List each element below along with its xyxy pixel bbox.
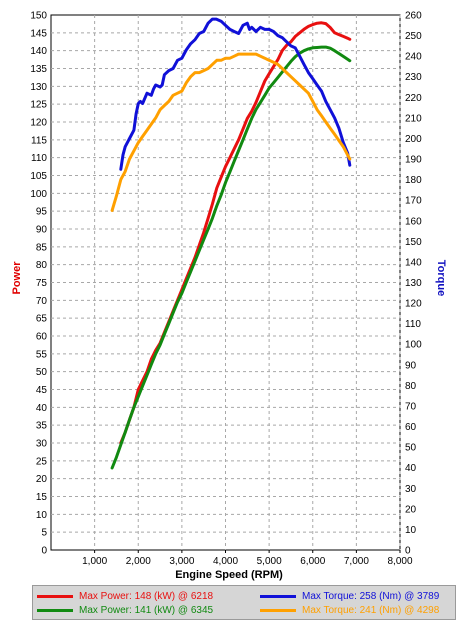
legend-swatch: [260, 594, 296, 598]
y-right-tick-label: 60: [405, 422, 417, 433]
series-layer: [110, 17, 352, 470]
legend-swatch: [37, 594, 73, 598]
y-left-tick-label: 40: [36, 403, 48, 414]
y-left-tick-label: 115: [31, 135, 47, 146]
y-right-tick-label: 250: [405, 31, 422, 42]
x-tick-label: 3,000: [169, 556, 194, 567]
series-line-2: [110, 45, 352, 470]
tick-layer: 1,000 2,000 3,000 4,000 5,000 6,000 7,000 8,000…: [30, 11, 422, 568]
y-right-tick-label: 200: [405, 134, 422, 145]
left-axis-title: Power: [11, 261, 23, 295]
y-right-tick-label: 90: [405, 360, 417, 371]
x-tick-label: 2,000: [126, 556, 151, 567]
y-left-tick-label: 50: [36, 367, 48, 378]
y-right-tick-label: 100: [405, 340, 422, 351]
x-tick-label: 7,000: [344, 556, 369, 567]
y-left-tick-label: 95: [36, 207, 48, 218]
y-left-tick-label: 70: [36, 296, 48, 307]
y-right-tick-label: 220: [405, 93, 422, 104]
y-left-tick-label: 90: [36, 225, 48, 236]
y-left-tick-label: 135: [30, 64, 47, 75]
x-tick-label: 6,000: [300, 556, 325, 567]
y-right-tick-label: 30: [405, 484, 417, 495]
y-right-tick-label: 10: [405, 525, 417, 536]
y-left-tick-label: 80: [36, 260, 48, 271]
y-left-tick-label: 105: [30, 171, 47, 182]
y-right-tick-label: 40: [405, 463, 417, 474]
legend-label: Max Torque: 258 (Nm) @ 3789: [302, 590, 440, 602]
y-left-tick-label: 20: [36, 474, 48, 485]
y-right-tick-label: 20: [405, 504, 417, 515]
y-right-tick-label: 180: [405, 175, 422, 186]
y-left-tick-label: 55: [36, 349, 48, 360]
y-right-tick-label: 110: [405, 319, 421, 330]
legend-item-series-2: Max Power: 141 (kW) @ 6345: [37, 603, 213, 617]
y-right-tick-label: 260: [405, 11, 422, 22]
x-tick-label: 1,000: [82, 556, 107, 567]
y-right-tick-label: 170: [405, 196, 422, 207]
legend-item-series-3: Max Torque: 258 (Nm) @ 3789: [260, 589, 439, 603]
y-left-tick-label: 75: [36, 278, 48, 289]
y-left-tick-label: 65: [36, 314, 48, 325]
legend-label: Max Power: 141 (kW) @ 6345: [79, 604, 214, 616]
y-left-tick-label: 130: [30, 82, 47, 93]
y-right-tick-label: 130: [405, 278, 422, 289]
series-line-3: [119, 17, 352, 171]
grid-layer: [50, 14, 401, 551]
legend-item-series-1: Max Power: 148 (kW) @ 6218: [37, 589, 213, 603]
series-line-4: [110, 52, 352, 212]
y-right-tick-label: 230: [405, 72, 422, 83]
y-left-tick-label: 140: [30, 46, 47, 57]
y-left-tick-label: 30: [36, 439, 48, 450]
y-left-tick-label: 45: [36, 385, 48, 396]
legend-label: Max Power: 148 (kW) @ 6218: [79, 590, 214, 602]
right-axis-title: Torque: [435, 260, 447, 296]
y-right-tick-label: 190: [405, 155, 422, 166]
y-left-tick-label: 0: [41, 546, 47, 557]
legend-item-series-4: Max Torque: 241 (Nm) @ 4298: [260, 603, 439, 617]
y-left-tick-label: 25: [36, 456, 48, 467]
y-left-tick-label: 35: [36, 421, 48, 432]
y-left-tick-label: 85: [36, 242, 48, 253]
legend-swatch: [37, 608, 73, 612]
y-left-tick-label: 110: [31, 153, 47, 164]
x-tick-label: 5,000: [257, 556, 282, 567]
y-right-tick-label: 140: [405, 257, 422, 268]
y-right-tick-label: 210: [405, 113, 422, 124]
y-right-tick-label: 50: [405, 443, 417, 454]
x-tick-label: 8,000: [387, 556, 412, 567]
y-right-tick-label: 70: [405, 401, 417, 412]
y-right-tick-label: 80: [405, 381, 417, 392]
x-tick-label: 4,000: [213, 556, 238, 567]
y-right-tick-label: 240: [405, 52, 422, 63]
y-left-tick-label: 125: [30, 100, 47, 111]
y-right-tick-label: 0: [405, 546, 411, 557]
y-right-tick-label: 150: [405, 237, 422, 248]
y-left-tick-label: 120: [30, 118, 47, 129]
x-axis-title: Engine Speed (RPM): [175, 569, 283, 581]
y-left-tick-label: 145: [30, 28, 47, 39]
y-left-tick-label: 150: [30, 11, 47, 22]
legend: Max Power: 148 (kW) @ 6218 Max Torque: 2…: [32, 585, 456, 620]
y-left-tick-label: 10: [36, 510, 48, 521]
y-left-tick-label: 60: [36, 332, 48, 343]
y-right-tick-label: 120: [405, 299, 422, 310]
y-left-tick-label: 15: [36, 492, 48, 503]
legend-swatch: [260, 608, 296, 612]
legend-label: Max Torque: 241 (Nm) @ 4298: [302, 604, 440, 616]
y-left-tick-label: 100: [30, 189, 47, 200]
y-right-tick-label: 160: [405, 216, 422, 227]
y-left-tick-label: 5: [41, 528, 47, 539]
